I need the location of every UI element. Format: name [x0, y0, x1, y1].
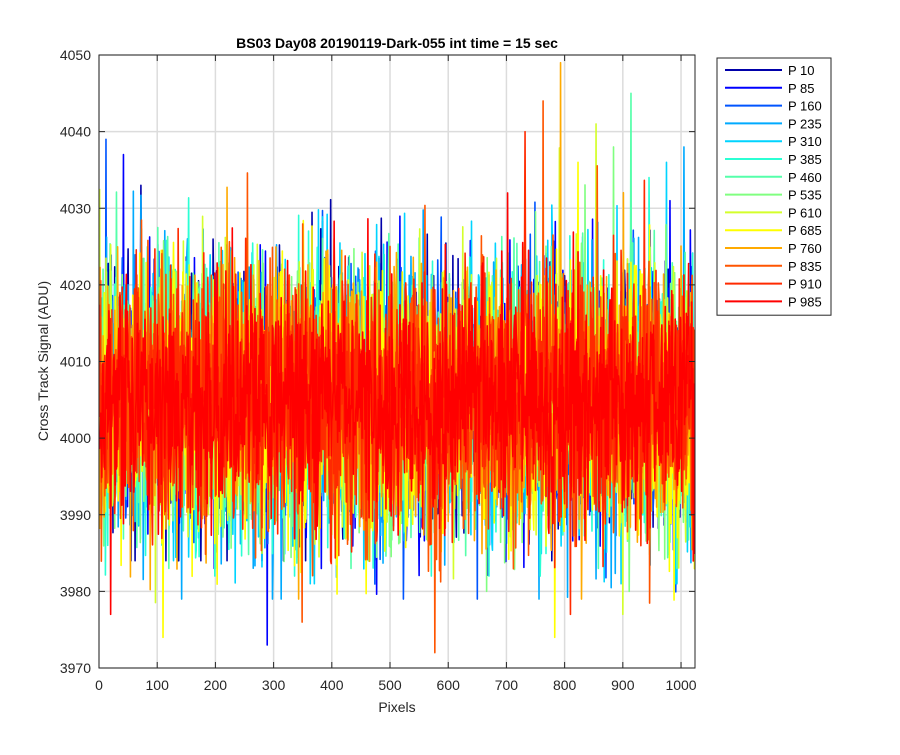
legend-label: P 85	[788, 81, 815, 96]
y-tick-label: 4010	[60, 354, 91, 370]
y-tick-label: 3970	[60, 660, 91, 676]
legend-label: P 160	[788, 99, 822, 114]
x-tick-label: 700	[495, 677, 519, 693]
y-tick-label: 4020	[60, 277, 91, 293]
y-tick-label: 3990	[60, 507, 91, 523]
legend-label: P 685	[788, 223, 822, 238]
legend-label: P 310	[788, 134, 822, 149]
y-tick-label: 4000	[60, 430, 91, 446]
y-ticks: 3970 3980 3990 4000 4010 4020 4030 4040 4050	[60, 47, 695, 676]
legend-label: P 535	[788, 188, 822, 203]
legend-label: P 235	[788, 116, 822, 131]
legend-label: P 385	[788, 152, 822, 167]
legend: P 10 P 85 P 160 P 235 P 310 P 385 P 460 P 535 P …	[716, 57, 832, 316]
series-line	[99, 192, 695, 616]
y-axis-label: Cross Track Signal (ADU)	[35, 281, 51, 441]
y-tick-label: 4050	[60, 47, 91, 63]
legend-box	[716, 57, 832, 316]
legend-label: P 760	[788, 241, 822, 256]
series-group	[99, 61, 695, 654]
legend-label: P 10	[788, 63, 815, 78]
legend-label: P 985	[788, 294, 822, 309]
x-tick-label: 500	[378, 677, 402, 693]
y-tick-label: 4040	[60, 124, 91, 140]
x-tick-label: 100	[146, 677, 170, 693]
x-tick-label: 300	[262, 677, 286, 693]
x-axis-label: Pixels	[378, 699, 415, 715]
legend-label: P 610	[788, 205, 822, 220]
x-tick-label: 1000	[665, 677, 696, 693]
y-tick-label: 3980	[60, 583, 91, 599]
x-ticks: 0 100 200 300 400 500 600 700 800 900 1000	[95, 55, 697, 693]
x-tick-label: 400	[320, 677, 344, 693]
legend-label: P 910	[788, 277, 822, 292]
legend-label: P 835	[788, 259, 822, 274]
x-tick-label: 800	[553, 677, 577, 693]
y-tick-label: 4030	[60, 200, 91, 216]
x-tick-label: 600	[437, 677, 461, 693]
legend-label: P 460	[788, 170, 822, 185]
x-tick-label: 0	[95, 677, 103, 693]
x-tick-label: 900	[611, 677, 635, 693]
chart-title: BS03 Day08 20190119-Dark-055 int time = …	[236, 35, 558, 51]
x-tick-label: 200	[204, 677, 228, 693]
